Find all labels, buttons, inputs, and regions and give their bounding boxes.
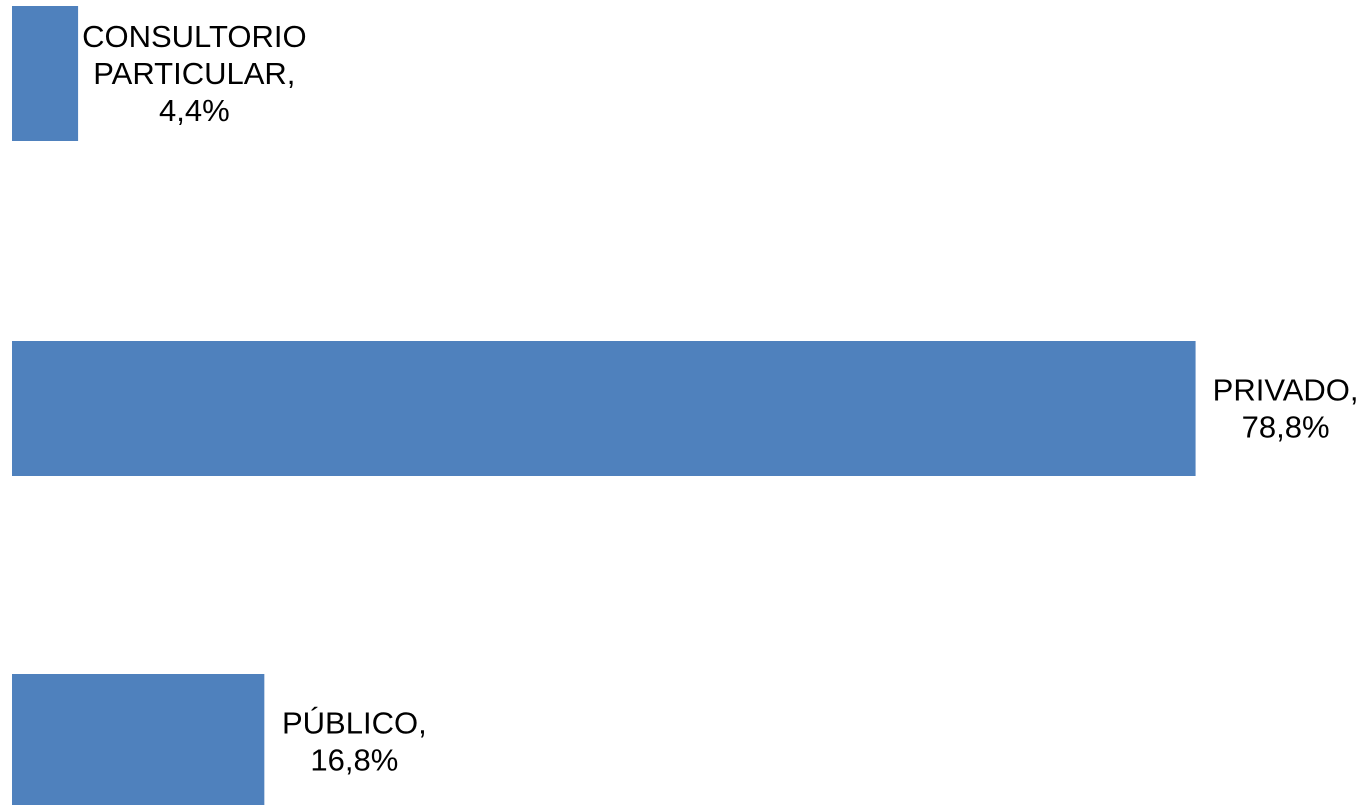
data-label-line: PARTICULAR,	[93, 56, 295, 91]
data-label-line: 4,4%	[159, 93, 230, 128]
data-label-consultorio-particular: CONSULTORIO PARTICULAR, 4,4%	[82, 19, 307, 128]
bar-consultorio-particular	[12, 6, 79, 141]
bar-publico	[12, 674, 265, 805]
data-label-line: PÚBLICO,	[282, 705, 427, 740]
bar-privado	[12, 341, 1196, 476]
data-label-line: PRIVADO,	[1213, 372, 1357, 407]
data-label-privado: PRIVADO, 78,8%	[1213, 372, 1357, 444]
data-label-line: 78,8%	[1242, 409, 1330, 444]
data-label-line: 16,8%	[310, 742, 398, 777]
data-label-publico: PÚBLICO, 16,8%	[282, 705, 427, 777]
data-label-line: CONSULTORIO	[82, 19, 307, 54]
